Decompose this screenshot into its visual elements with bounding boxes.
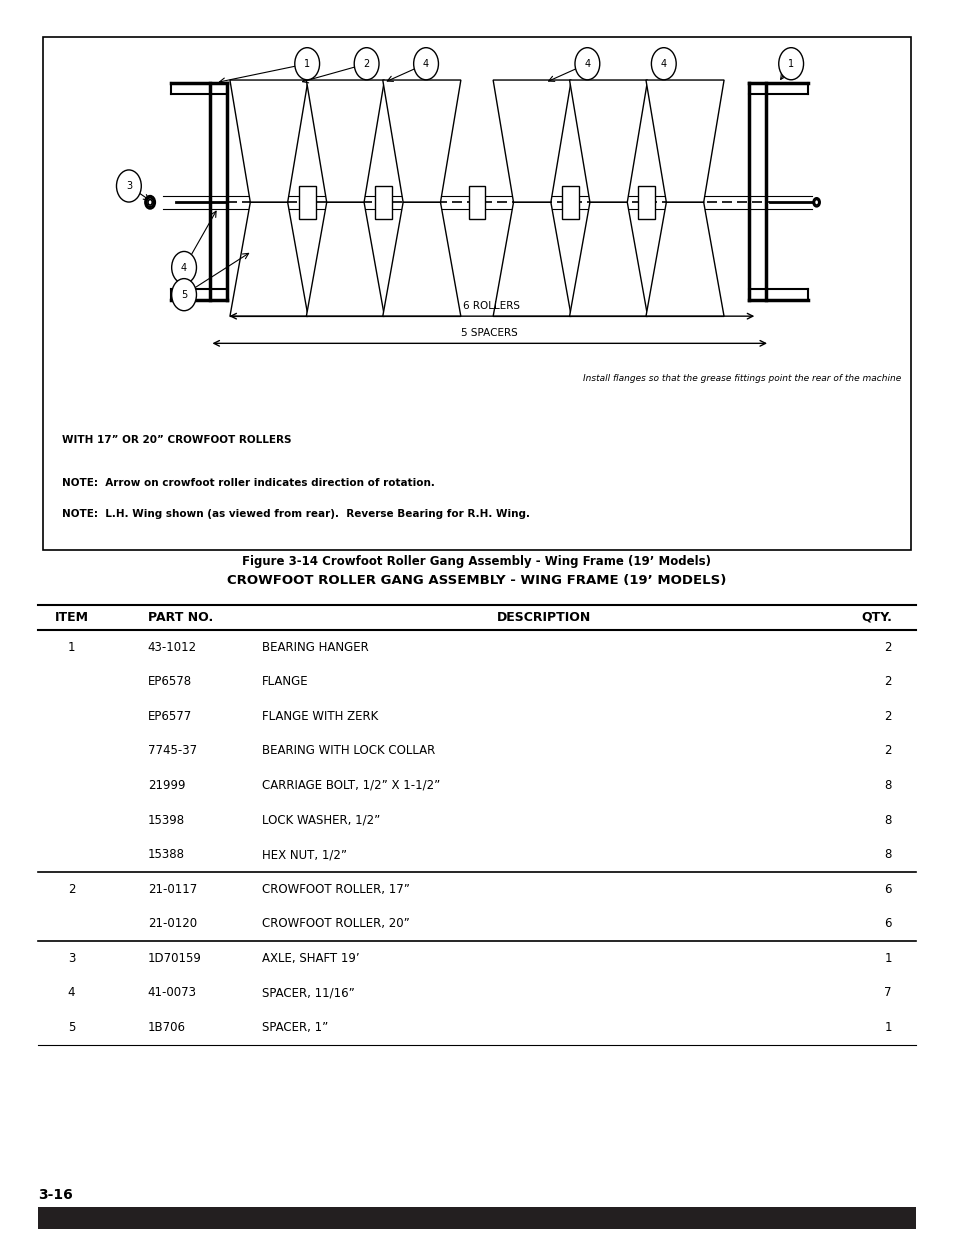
Text: 8: 8 <box>883 779 891 792</box>
Text: 2: 2 <box>883 641 891 653</box>
Text: SPACER, 11/16”: SPACER, 11/16” <box>262 987 355 999</box>
Polygon shape <box>375 186 392 219</box>
Polygon shape <box>645 80 723 203</box>
Text: QTY.: QTY. <box>861 611 891 624</box>
Text: BEARING HANGER: BEARING HANGER <box>262 641 369 653</box>
Text: CROWFOOT ROLLER, 17”: CROWFOOT ROLLER, 17” <box>262 883 410 895</box>
Text: 5 SPACERS: 5 SPACERS <box>461 329 517 338</box>
Polygon shape <box>382 203 460 316</box>
Text: 8: 8 <box>883 848 891 861</box>
Text: 4: 4 <box>583 59 590 69</box>
Circle shape <box>414 48 438 80</box>
Text: PART NO.: PART NO. <box>148 611 213 624</box>
Text: 7745-37: 7745-37 <box>148 745 196 757</box>
Text: EP6578: EP6578 <box>148 676 192 688</box>
Text: CROWFOOT ROLLER GANG ASSEMBLY - WING FRAME (19’ MODELS): CROWFOOT ROLLER GANG ASSEMBLY - WING FRA… <box>227 573 726 587</box>
Polygon shape <box>382 80 460 203</box>
Polygon shape <box>645 203 723 316</box>
Text: 2: 2 <box>883 676 891 688</box>
Circle shape <box>778 48 802 80</box>
Text: AXLE, SHAFT 19’: AXLE, SHAFT 19’ <box>262 952 359 965</box>
Text: Figure 3-14 Crowfoot Roller Gang Assembly - Wing Frame (19’ Models): Figure 3-14 Crowfoot Roller Gang Assembl… <box>242 555 711 568</box>
Text: FLANGE: FLANGE <box>262 676 309 688</box>
Polygon shape <box>569 203 647 316</box>
Text: 3: 3 <box>68 952 75 965</box>
Polygon shape <box>638 186 655 219</box>
Text: 5: 5 <box>68 1021 75 1034</box>
Text: 1B706: 1B706 <box>148 1021 186 1034</box>
Circle shape <box>172 279 196 311</box>
Text: 1: 1 <box>68 641 75 653</box>
Circle shape <box>354 48 378 80</box>
Polygon shape <box>468 186 485 219</box>
Text: 1: 1 <box>787 59 794 69</box>
Polygon shape <box>230 80 308 203</box>
Text: 7: 7 <box>883 987 891 999</box>
Text: 2: 2 <box>363 59 370 69</box>
Text: CARRIAGE BOLT, 1/2” X 1-1/2”: CARRIAGE BOLT, 1/2” X 1-1/2” <box>262 779 440 792</box>
Text: 6 ROLLERS: 6 ROLLERS <box>463 301 519 311</box>
Text: 5: 5 <box>181 290 187 300</box>
Text: 15398: 15398 <box>148 814 185 826</box>
Text: FLANGE WITH ZERK: FLANGE WITH ZERK <box>262 710 378 722</box>
Text: 21999: 21999 <box>148 779 185 792</box>
Text: 2: 2 <box>883 710 891 722</box>
Text: SPACER, 1”: SPACER, 1” <box>262 1021 328 1034</box>
Circle shape <box>145 196 155 209</box>
Polygon shape <box>230 203 308 316</box>
Circle shape <box>294 48 319 80</box>
Circle shape <box>148 200 152 205</box>
Text: Install flanges so that the grease fittings point the rear of the machine: Install flanges so that the grease fitti… <box>582 374 901 383</box>
Text: 4: 4 <box>181 263 187 273</box>
Text: DESCRIPTION: DESCRIPTION <box>497 611 590 624</box>
Text: 2: 2 <box>883 745 891 757</box>
Circle shape <box>172 252 196 284</box>
Text: 4: 4 <box>422 59 429 69</box>
Text: 1: 1 <box>304 59 310 69</box>
Text: 8: 8 <box>883 814 891 826</box>
Text: 6: 6 <box>883 883 891 895</box>
Text: WITH 17” OR 20” CROWFOOT ROLLERS: WITH 17” OR 20” CROWFOOT ROLLERS <box>62 435 292 445</box>
Polygon shape <box>298 186 315 219</box>
Polygon shape <box>569 80 647 203</box>
Text: 3: 3 <box>126 182 132 191</box>
Polygon shape <box>493 203 571 316</box>
Text: 1: 1 <box>883 952 891 965</box>
Polygon shape <box>561 186 578 219</box>
Text: NOTE:  Arrow on crowfoot roller indicates direction of rotation.: NOTE: Arrow on crowfoot roller indicates… <box>62 478 435 488</box>
Circle shape <box>651 48 676 80</box>
Text: 43-1012: 43-1012 <box>148 641 196 653</box>
Text: LOCK WASHER, 1/2”: LOCK WASHER, 1/2” <box>262 814 380 826</box>
Circle shape <box>814 200 818 205</box>
Polygon shape <box>493 80 571 203</box>
Text: 41-0073: 41-0073 <box>148 987 196 999</box>
Text: 21-0120: 21-0120 <box>148 918 196 930</box>
Text: 6: 6 <box>883 918 891 930</box>
Text: 1: 1 <box>883 1021 891 1034</box>
Circle shape <box>813 198 819 206</box>
Text: 4: 4 <box>660 59 666 69</box>
Polygon shape <box>306 203 384 316</box>
Bar <box>38 1207 915 1229</box>
Circle shape <box>147 198 153 207</box>
Text: 1D70159: 1D70159 <box>148 952 201 965</box>
Text: ITEM: ITEM <box>54 611 89 624</box>
Bar <box>43 37 910 550</box>
Circle shape <box>575 48 599 80</box>
Text: 3-16: 3-16 <box>38 1188 72 1202</box>
Text: 2: 2 <box>68 883 75 895</box>
Circle shape <box>116 170 141 203</box>
Text: CROWFOOT ROLLER, 20”: CROWFOOT ROLLER, 20” <box>262 918 410 930</box>
Polygon shape <box>306 80 384 203</box>
Text: BEARING WITH LOCK COLLAR: BEARING WITH LOCK COLLAR <box>262 745 436 757</box>
Text: 4: 4 <box>68 987 75 999</box>
Text: EP6577: EP6577 <box>148 710 192 722</box>
Text: NOTE:  L.H. Wing shown (as viewed from rear).  Reverse Bearing for R.H. Wing.: NOTE: L.H. Wing shown (as viewed from re… <box>62 509 530 519</box>
Text: HEX NUT, 1/2”: HEX NUT, 1/2” <box>262 848 347 861</box>
Text: 15388: 15388 <box>148 848 185 861</box>
Text: 21-0117: 21-0117 <box>148 883 197 895</box>
